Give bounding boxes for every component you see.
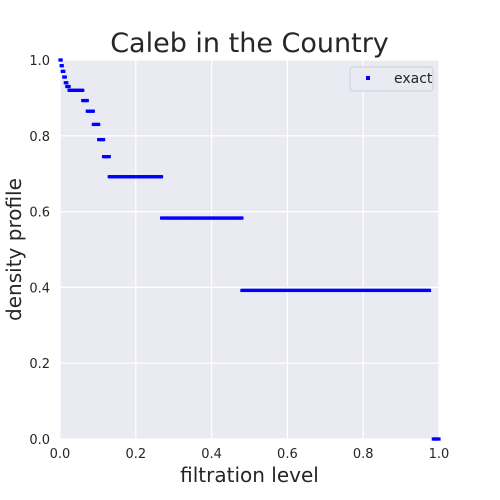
chart-title: Caleb in the Country	[110, 28, 389, 59]
x-tick-label: 1.0	[429, 447, 450, 462]
data-point	[437, 437, 440, 440]
y-tick-label: 0.4	[29, 281, 50, 296]
y-axis-label: density profile	[2, 178, 26, 321]
data-point	[240, 216, 243, 219]
legend-label-exact: exact	[394, 71, 433, 87]
data-point	[65, 81, 68, 84]
data-point	[108, 155, 111, 158]
data-point	[61, 64, 64, 67]
data-point	[92, 110, 95, 113]
y-tick-labels: 0.0 0.2 0.4 0.6 0.8 1.0	[29, 54, 50, 448]
x-tick-label: 0.0	[50, 447, 71, 462]
x-tick-label: 0.2	[125, 447, 146, 462]
legend: exact	[350, 67, 433, 91]
data-point	[160, 175, 163, 178]
data-point	[428, 289, 431, 292]
data-point	[62, 70, 65, 73]
plot-background	[60, 60, 439, 439]
x-tick-label: 0.4	[201, 447, 222, 462]
y-tick-label: 0.2	[29, 357, 50, 372]
data-point	[81, 89, 84, 92]
data-point	[97, 123, 100, 126]
data-point	[64, 75, 67, 78]
y-tick-label: 0.8	[29, 130, 50, 145]
x-tick-label: 0.6	[277, 447, 298, 462]
y-tick-label: 0.0	[29, 433, 50, 448]
x-axis-label: filtration level	[180, 463, 319, 487]
x-tick-label: 0.8	[353, 447, 374, 462]
legend-marker	[366, 76, 370, 80]
x-tick-labels: 0.0 0.2 0.4 0.6 0.8 1.0	[50, 447, 450, 462]
data-point	[68, 85, 71, 88]
data-point	[60, 58, 63, 61]
data-point	[86, 99, 89, 102]
y-tick-label: 0.6	[29, 206, 50, 221]
data-point	[102, 138, 105, 141]
y-tick-label: 1.0	[29, 54, 50, 69]
